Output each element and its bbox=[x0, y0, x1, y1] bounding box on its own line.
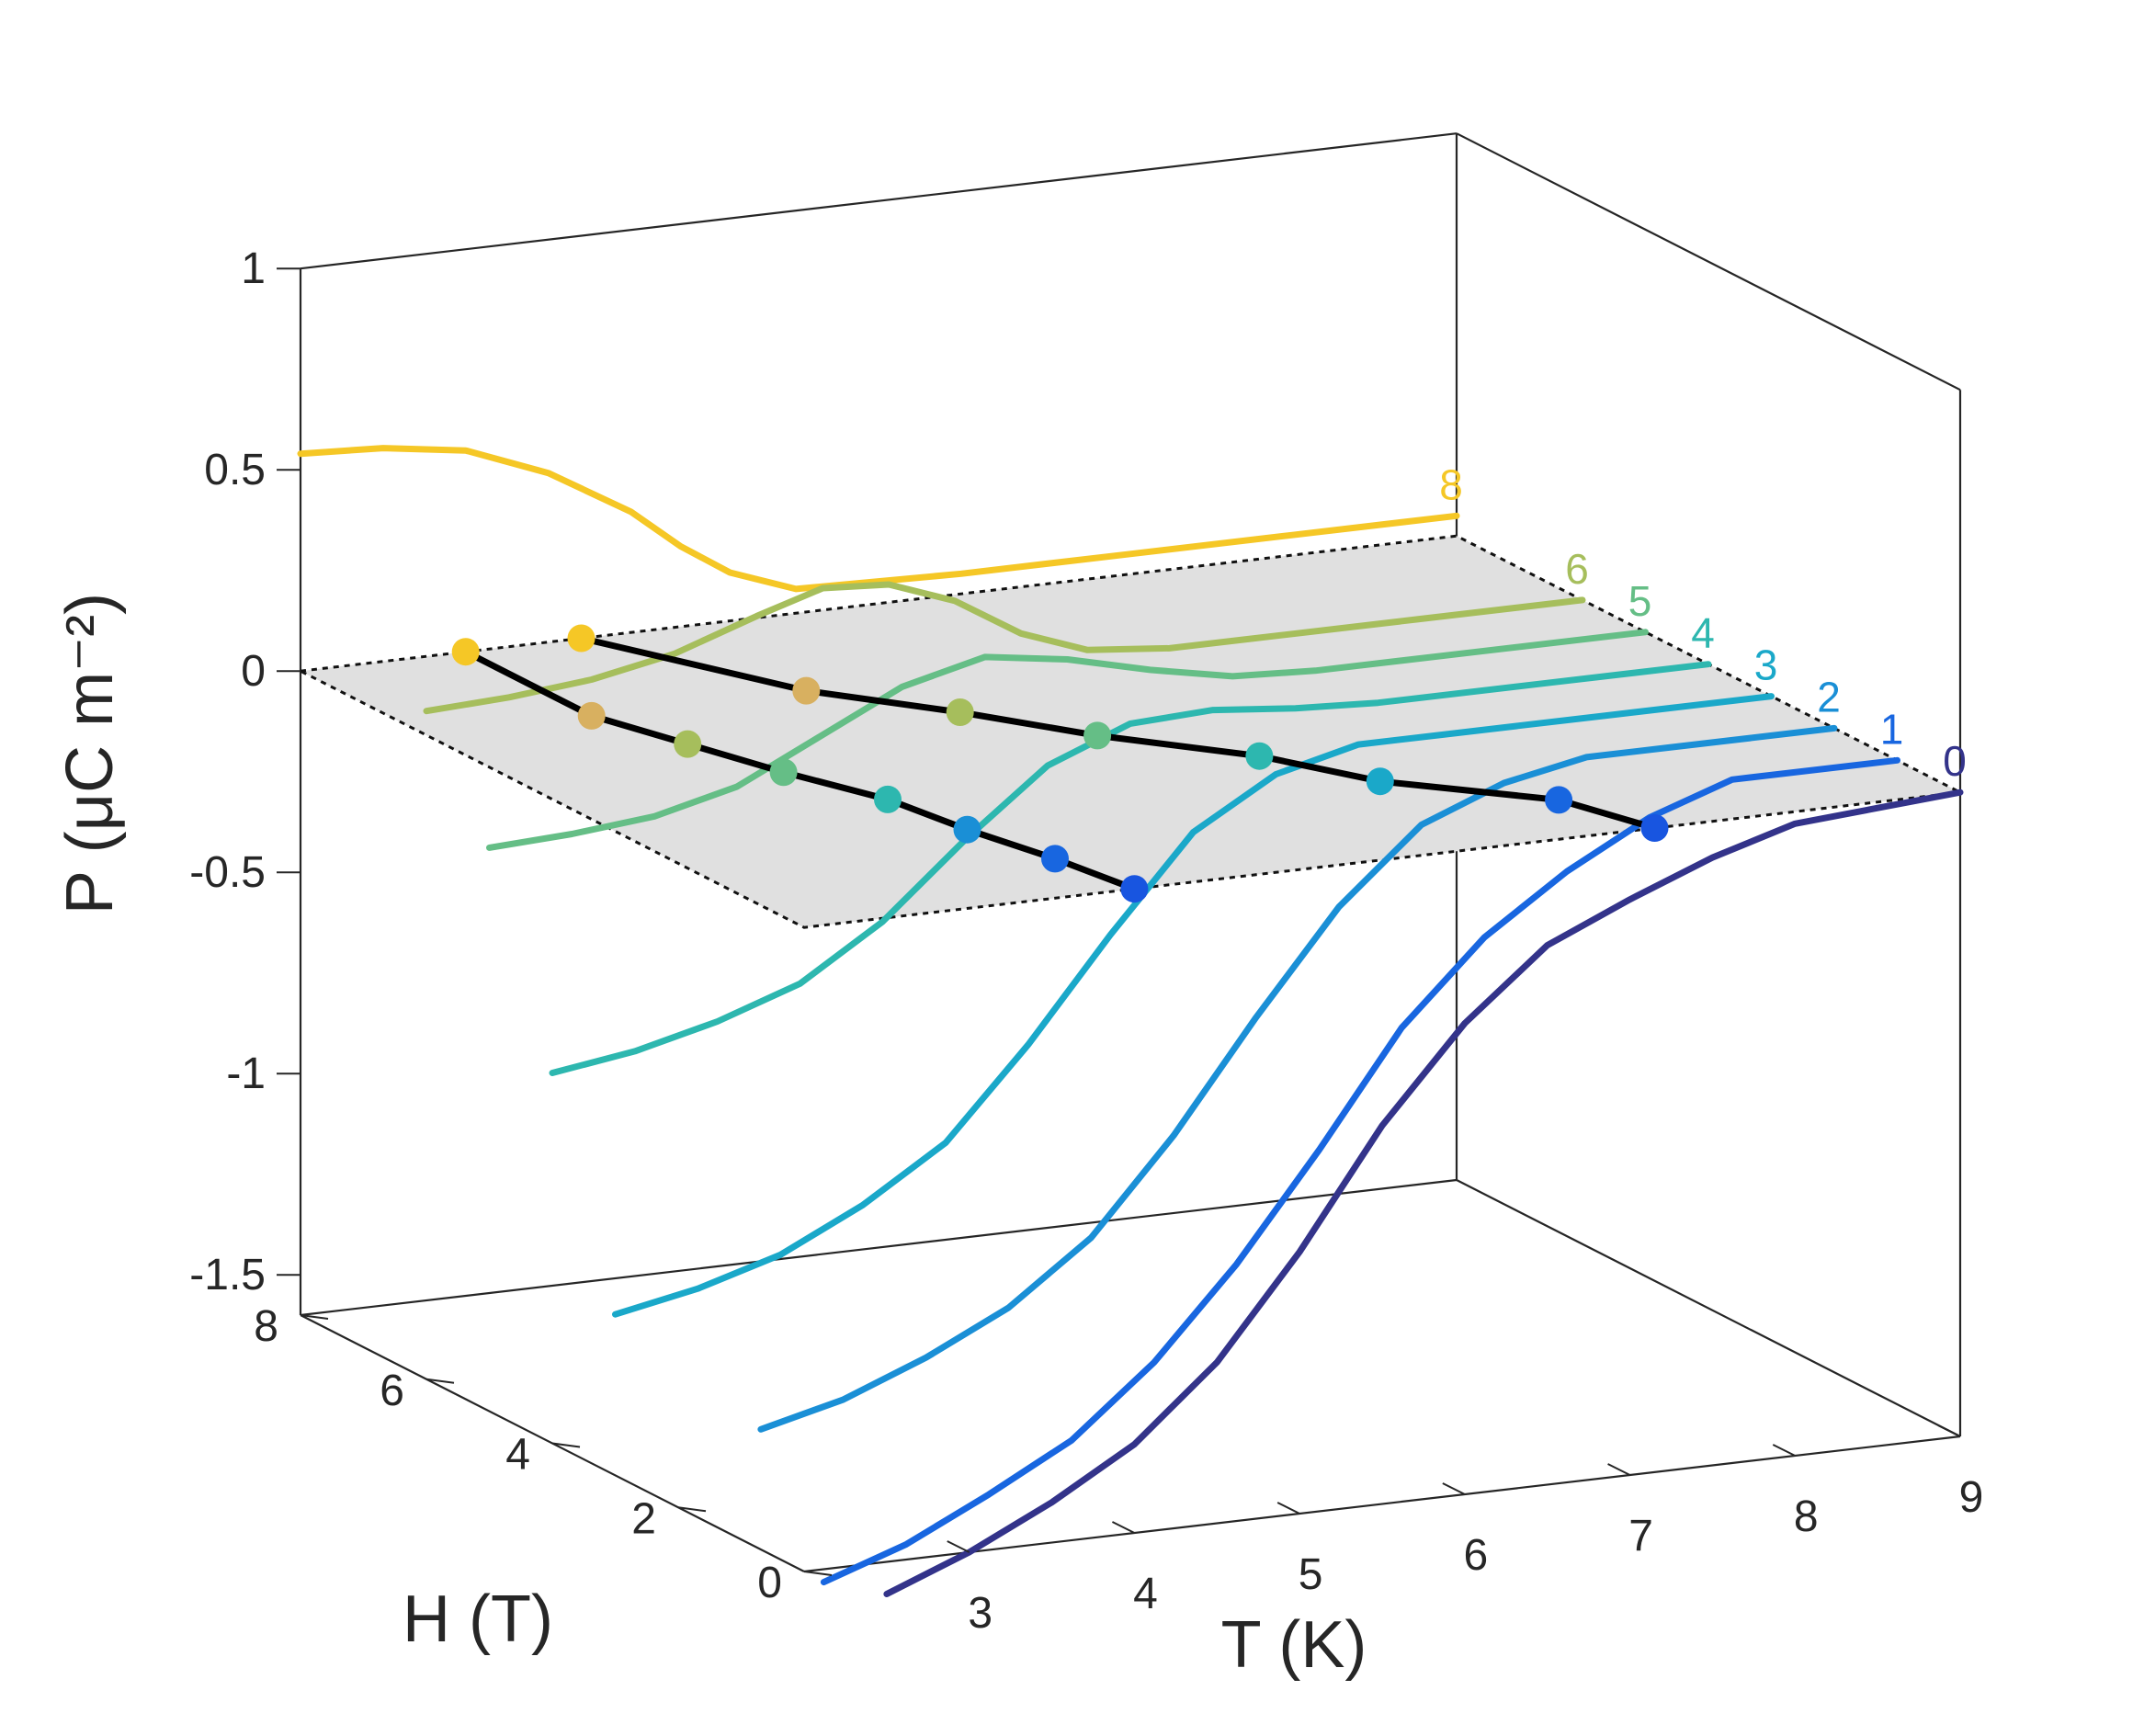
t-tick-mark bbox=[1937, 1424, 1961, 1437]
t-tick-mark bbox=[1607, 1463, 1631, 1476]
z-tick-label: 1 bbox=[241, 244, 266, 293]
z-tick-label: -1 bbox=[226, 1050, 266, 1098]
h-tick-mark bbox=[551, 1442, 581, 1448]
h-tick-label: 4 bbox=[505, 1431, 530, 1480]
z-tick-label: 0 bbox=[241, 647, 266, 696]
x-axis-title: T (K) bbox=[1221, 1608, 1367, 1682]
h-tick-label: 8 bbox=[254, 1302, 278, 1351]
series-label-H2: 2 bbox=[1817, 673, 1841, 720]
series-label-H1: 1 bbox=[1880, 705, 1904, 753]
t-tick-label: 4 bbox=[1133, 1570, 1158, 1618]
h-tick-mark bbox=[425, 1378, 455, 1384]
h-tick-label: 0 bbox=[757, 1559, 782, 1607]
box-edge-top-back bbox=[300, 132, 1458, 270]
series-label-H4: 4 bbox=[1691, 609, 1715, 657]
series-line-H6 bbox=[423, 581, 1586, 715]
box-edge-top-right bbox=[1456, 132, 1961, 391]
h-tick-label: 2 bbox=[631, 1494, 656, 1543]
series-line-H3 bbox=[612, 693, 1775, 1318]
transition-low-T-marker bbox=[874, 785, 902, 813]
h-tick-mark bbox=[803, 1571, 833, 1576]
t-tick-label: 9 bbox=[1959, 1473, 1984, 1522]
y-axis-title: H (T) bbox=[403, 1583, 553, 1656]
t-tick-label: 6 bbox=[1464, 1531, 1489, 1580]
box-edge-t-axis bbox=[803, 1435, 1961, 1573]
t-tick-label: 5 bbox=[1299, 1550, 1323, 1599]
transition-low-T-marker bbox=[953, 815, 981, 844]
series-line-H4 bbox=[549, 661, 1712, 1076]
series-label-H5: 5 bbox=[1628, 577, 1652, 625]
transition-high-T-marker bbox=[1640, 814, 1669, 842]
transition-low-T-line bbox=[464, 649, 1136, 892]
series-label-H6: 6 bbox=[1565, 545, 1589, 593]
transition-high-T-marker bbox=[1083, 721, 1112, 750]
z-tick-label: 0.5 bbox=[204, 446, 266, 494]
transition-low-T-marker bbox=[1120, 875, 1149, 903]
axes-box bbox=[299, 132, 1962, 1573]
series-line-H0 bbox=[883, 789, 1964, 1597]
transition-low-T-marker bbox=[577, 701, 606, 730]
box-edge-back-bottom bbox=[300, 1178, 1458, 1317]
series-label-H3: 3 bbox=[1754, 641, 1778, 689]
transition-low-T-marker bbox=[769, 758, 798, 787]
transition-low-T-marker bbox=[674, 730, 702, 758]
transition-high-T-marker bbox=[792, 676, 821, 705]
transition-low-T-marker bbox=[451, 638, 480, 666]
transition-high-T-marker bbox=[946, 698, 974, 726]
box-edge-right-bottom bbox=[1456, 1179, 1961, 1437]
t-tick-mark bbox=[1111, 1521, 1135, 1534]
series-line-H8 bbox=[297, 445, 1460, 593]
transition-high-T-marker bbox=[567, 624, 596, 652]
t-tick-label: 3 bbox=[968, 1589, 993, 1638]
reference-plane-fill bbox=[295, 534, 1966, 929]
series-label-H0: 0 bbox=[1943, 737, 1967, 785]
transition-high-T-marker bbox=[1366, 767, 1394, 796]
transition-lines bbox=[451, 624, 1669, 903]
h-tick-mark bbox=[300, 1314, 329, 1320]
reference-plane bbox=[295, 534, 1966, 929]
z-tick-label: -1.5 bbox=[189, 1251, 266, 1299]
t-tick-label: 7 bbox=[1628, 1512, 1653, 1560]
t-tick-label: 8 bbox=[1794, 1492, 1819, 1541]
transition-low-T-marker bbox=[1041, 845, 1069, 873]
transition-high-T-marker bbox=[1545, 786, 1573, 814]
series-line-H5 bbox=[486, 629, 1649, 851]
h-tick-label: 6 bbox=[380, 1367, 404, 1415]
transition-high-T-marker bbox=[1245, 742, 1274, 770]
series-line-H2 bbox=[757, 724, 1838, 1433]
t-tick-mark bbox=[1442, 1482, 1466, 1495]
t-tick-mark bbox=[1276, 1502, 1300, 1515]
transition-high-T-line bbox=[580, 635, 1656, 832]
t-tick-mark bbox=[1772, 1444, 1796, 1457]
z-axis-title: P (μC m⁻²) bbox=[53, 593, 127, 914]
t-tick-mark bbox=[947, 1540, 970, 1553]
h-tick-mark bbox=[677, 1506, 707, 1513]
z-tick-label: -0.5 bbox=[189, 848, 266, 897]
series-label-H8: 8 bbox=[1439, 460, 1463, 508]
